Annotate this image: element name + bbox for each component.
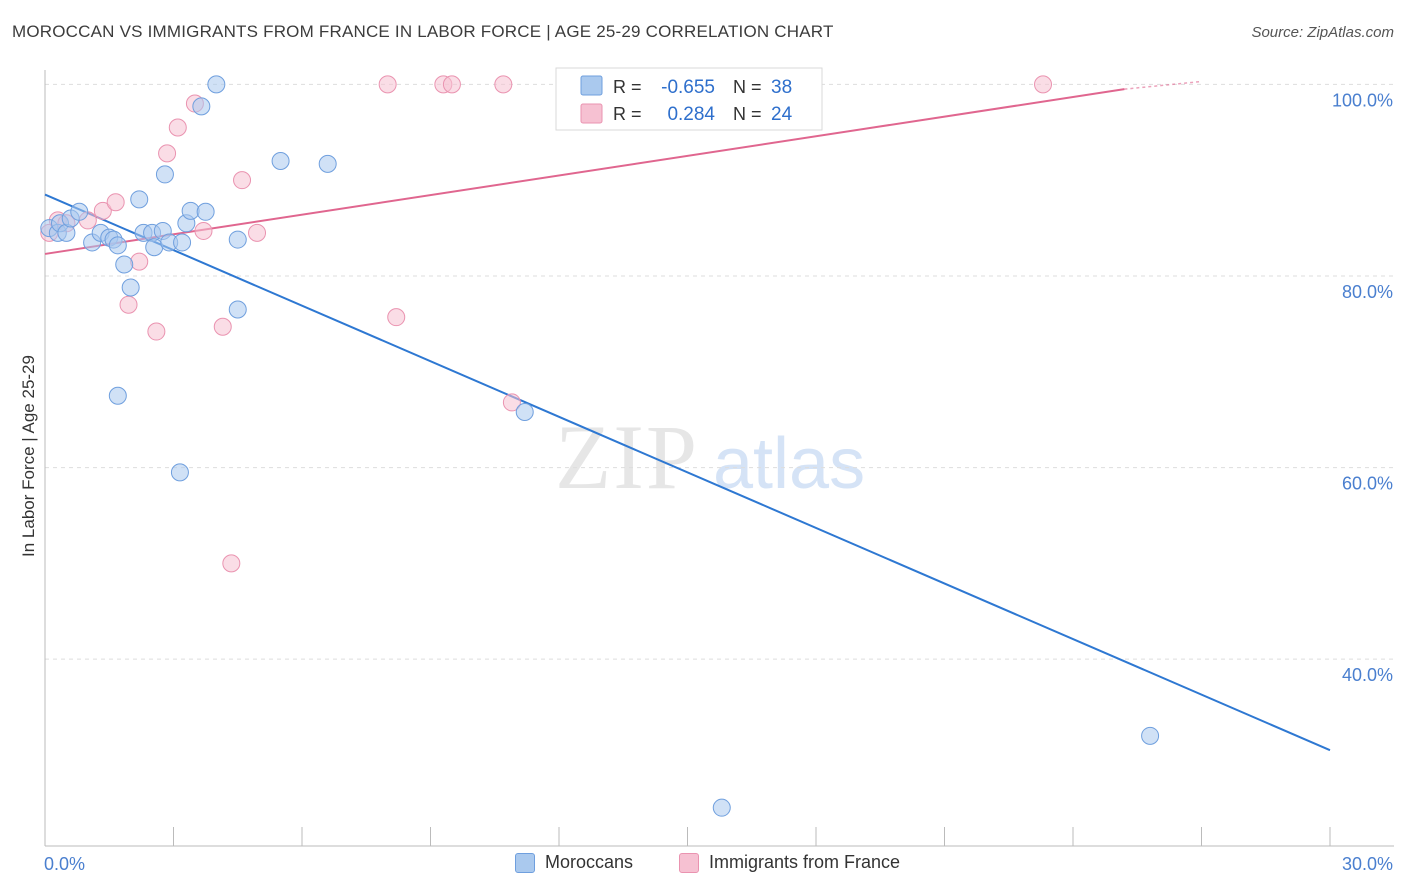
point-moroccans (192, 97, 211, 116)
data-points (40, 75, 1160, 817)
point-moroccans (115, 255, 134, 274)
point-immigrants-from-france (168, 118, 187, 137)
y-axis-label: In Labor Force | Age 25-29 (19, 355, 38, 557)
stats-r-value-0: -0.655 (661, 77, 715, 98)
point-moroccans (271, 152, 290, 171)
stats-box: R = -0.655 N = 38 R = 0.284 N = 24 (555, 67, 823, 131)
trend-line-immigrants-from-france (44, 88, 1125, 255)
point-immigrants-from-france (442, 75, 461, 94)
stats-r-label-0: R = (613, 77, 642, 97)
y-tick-label: 80.0% (1342, 282, 1393, 302)
stats-n-label-1: N = (733, 104, 762, 124)
stats-n-value-1: 24 (771, 104, 793, 125)
point-moroccans (155, 165, 174, 184)
legend-swatch-pink (679, 852, 699, 873)
stats-swatch-blue (580, 75, 603, 96)
watermark: ZIP atlas (555, 406, 865, 508)
point-immigrants-from-france (222, 554, 241, 573)
point-immigrants-from-france (494, 75, 513, 94)
point-moroccans (121, 278, 140, 297)
point-moroccans (1141, 726, 1160, 745)
point-moroccans (70, 202, 89, 221)
y-tick-label: 100.0% (1332, 90, 1393, 110)
point-immigrants-from-france (93, 201, 112, 220)
legend-label-moroccans: Moroccans (545, 852, 634, 872)
point-moroccans (145, 238, 164, 257)
point-moroccans (228, 300, 247, 319)
point-moroccans (181, 201, 200, 220)
y-tick-labels: 100.0% 80.0% 60.0% 40.0% (1332, 90, 1393, 685)
trend-lines (44, 80, 1331, 752)
stats-n-label-0: N = (733, 77, 762, 97)
point-immigrants-from-france (106, 193, 125, 212)
point-moroccans (196, 202, 215, 221)
point-moroccans (170, 463, 189, 482)
stats-r-value-1: 0.284 (667, 104, 715, 125)
point-immigrants-from-france (248, 223, 267, 242)
legend-item-moroccans[interactable]: Moroccans (515, 852, 633, 873)
trend-line-moroccans (44, 193, 1331, 752)
point-immigrants-from-france (147, 322, 166, 341)
x-tick-labels: 0.0% 30.0% (44, 854, 1393, 874)
point-immigrants-from-france (233, 171, 252, 190)
point-moroccans (207, 75, 226, 94)
axes (44, 70, 1394, 847)
point-moroccans (130, 190, 149, 209)
point-moroccans (515, 403, 534, 422)
point-moroccans (228, 230, 247, 249)
trend-line-immigrants-from-france-extension (1124, 80, 1202, 90)
point-immigrants-from-france (502, 393, 521, 412)
x-tick-label: 30.0% (1342, 854, 1393, 874)
stats-n-value-0: 38 (771, 77, 792, 98)
legend-item-immigrants-from-france[interactable]: Immigrants from France (679, 852, 900, 873)
watermark-atlas: atlas (713, 424, 865, 504)
point-moroccans (173, 233, 192, 252)
watermark-zip: ZIP (555, 406, 699, 508)
stats-swatch-pink (580, 103, 603, 124)
legend-swatch-blue (515, 852, 535, 873)
point-moroccans (712, 798, 731, 817)
point-moroccans (108, 236, 127, 255)
gridlines (45, 83, 1394, 660)
stats-r-label-1: R = (613, 104, 642, 124)
x-tick-label: 0.0% (44, 854, 85, 874)
point-immigrants-from-france (119, 295, 138, 314)
point-immigrants-from-france (387, 308, 406, 327)
point-immigrants-from-france (194, 221, 213, 240)
chart-title: MOROCCAN VS IMMIGRANTS FROM FRANCE IN LA… (12, 22, 834, 41)
point-immigrants-from-france (378, 75, 397, 94)
y-tick-label: 60.0% (1342, 474, 1393, 494)
point-immigrants-from-france (158, 144, 177, 163)
point-immigrants-from-france (1034, 75, 1053, 94)
point-immigrants-from-france (213, 317, 232, 336)
point-immigrants-from-france (130, 252, 149, 271)
point-moroccans (108, 386, 127, 405)
source-credit: Source: ZipAtlas.com (1251, 24, 1394, 41)
point-moroccans (318, 154, 337, 173)
y-tick-label: 40.0% (1342, 665, 1393, 685)
legend-label-immigrants-from-france: Immigrants from France (709, 852, 901, 872)
